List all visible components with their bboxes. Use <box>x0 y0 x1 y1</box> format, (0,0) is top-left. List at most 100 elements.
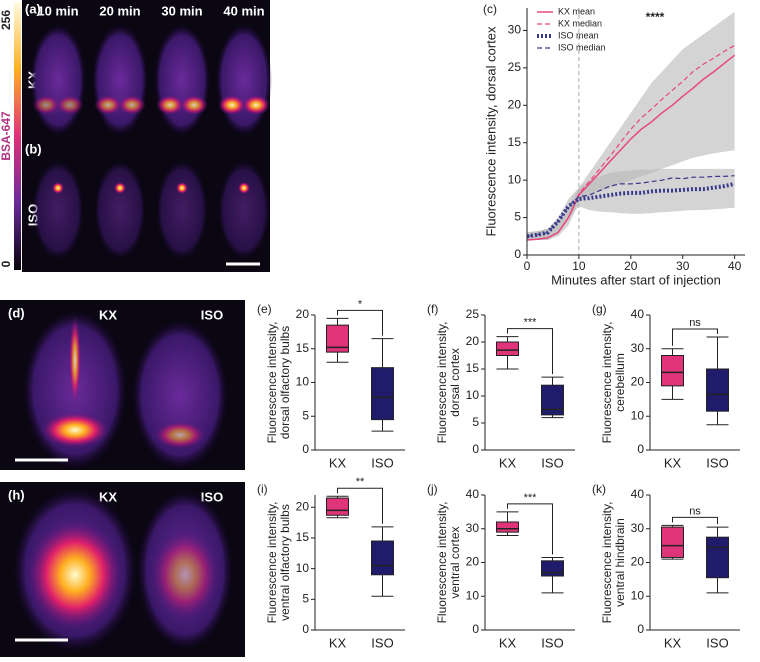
glow <box>242 95 270 115</box>
image-label: ISO <box>201 307 223 322</box>
significance-bracket <box>337 487 383 524</box>
box <box>371 367 394 421</box>
glow <box>69 315 81 405</box>
y-tick-label: 5 <box>472 415 479 429</box>
y-tick-label: 0 <box>302 622 309 636</box>
y-tick-label: 20 <box>466 555 480 569</box>
glow <box>94 95 122 115</box>
y-tick-label: 25 <box>466 307 480 321</box>
significance-bracket <box>672 516 718 525</box>
box <box>371 540 394 576</box>
y-axis-label: ventral cortex <box>448 526 462 598</box>
y-tick-label: 10 <box>296 561 310 575</box>
y-axis-label: Fluorescence intensity, <box>265 322 279 444</box>
glow <box>114 182 126 194</box>
y-tick-label: 0 <box>514 247 521 261</box>
x-tick-label: KX <box>664 635 682 650</box>
time-label: 20 min <box>99 3 140 18</box>
colorbar-max: 256 <box>0 10 13 30</box>
y-tick-label: 20 <box>296 499 310 513</box>
brain <box>32 160 84 260</box>
y-tick-label: 5 <box>514 210 521 224</box>
y-tick-label: 10 <box>466 388 480 402</box>
box <box>326 324 349 353</box>
y-axis-label: dorsal cortex <box>448 348 462 417</box>
significance-bracket <box>672 328 718 346</box>
glow <box>218 95 246 115</box>
colorbar-min: 0 <box>0 260 13 267</box>
y-tick-label: 10 <box>508 172 522 186</box>
series-line <box>526 175 735 237</box>
annotation: ns <box>689 317 701 329</box>
brain <box>216 24 272 136</box>
box <box>326 497 349 516</box>
annotation: ** <box>356 476 365 488</box>
significance-bracket <box>507 503 553 555</box>
x-tick-label: KX <box>499 455 517 470</box>
y-tick-label: 40 <box>631 487 645 501</box>
images: 256 BSA-647 0 (a) (b) KX ISO (d) KX ISO … <box>0 0 272 657</box>
x-tick-label: KX <box>329 455 347 470</box>
y-tick-label: 30 <box>508 23 522 37</box>
brain <box>30 24 86 136</box>
y-tick-label: 10 <box>466 588 480 602</box>
y-tick-label: 20 <box>631 375 645 389</box>
panel-label: (h) <box>8 487 25 502</box>
y-tick-label: 5 <box>302 408 309 422</box>
box <box>661 355 684 387</box>
y-axis-label: Fluorescence intensity, <box>600 322 614 444</box>
annotation: ns <box>689 505 701 517</box>
x-tick-label: ISO <box>541 635 563 650</box>
y-tick-label: 15 <box>508 135 522 149</box>
y-tick-label: 10 <box>631 408 645 422</box>
y-tick-label: 15 <box>466 361 480 375</box>
y-axis-label: Fluorescence intensity, <box>435 322 449 444</box>
image-label: KX <box>99 307 117 322</box>
legend-label: ISO median <box>558 42 606 52</box>
annotation: *** <box>524 492 538 504</box>
brain <box>92 24 148 136</box>
x-tick-label: 0 <box>524 259 531 273</box>
y-tick-label: 40 <box>466 487 480 501</box>
y-tick-label: 5 <box>302 591 309 605</box>
series-line <box>526 54 736 241</box>
y-tick-label: 15 <box>296 530 310 544</box>
y-tick-label: 10 <box>296 375 310 389</box>
series-line <box>526 181 736 239</box>
y-tick-label: 40 <box>631 307 645 321</box>
time-label: 40 min <box>223 3 264 18</box>
y-tick-label: 25 <box>508 60 522 74</box>
glow <box>56 95 84 115</box>
y-axis-label: Fluorescence intensity, dorsal cortex <box>483 26 498 237</box>
x-tick-label: 30 <box>676 259 690 273</box>
band <box>527 11 735 241</box>
y-tick-label: 0 <box>637 622 644 636</box>
y-axis-label: cerebellum <box>613 353 627 412</box>
y-tick-label: 15 <box>296 341 310 355</box>
y-tick-label: 30 <box>631 521 645 535</box>
legend-label: KX median <box>558 18 602 28</box>
box <box>706 368 729 412</box>
glow <box>118 95 146 115</box>
x-tick-label: KX <box>664 455 682 470</box>
y-tick-label: 20 <box>466 334 480 348</box>
brain <box>154 24 210 136</box>
box <box>496 341 519 356</box>
x-tick-label: 20 <box>624 259 638 273</box>
brain <box>218 160 270 260</box>
glow <box>238 182 250 194</box>
y-tick-label: 30 <box>466 521 480 535</box>
panel-label: (d) <box>8 305 25 320</box>
y-tick-label: 30 <box>631 341 645 355</box>
glow <box>41 412 109 448</box>
y-tick-label: 0 <box>637 442 644 456</box>
x-tick-label: ISO <box>371 455 393 470</box>
y-tick-label: 20 <box>631 555 645 569</box>
y-axis-label: Fluorescence intensity, <box>600 502 614 624</box>
brain <box>156 160 208 260</box>
y-tick-label: 20 <box>296 307 310 321</box>
legend-label: ISO mean <box>558 30 599 40</box>
panel-label: (a) <box>25 1 41 16</box>
y-tick-label: 20 <box>508 97 522 111</box>
